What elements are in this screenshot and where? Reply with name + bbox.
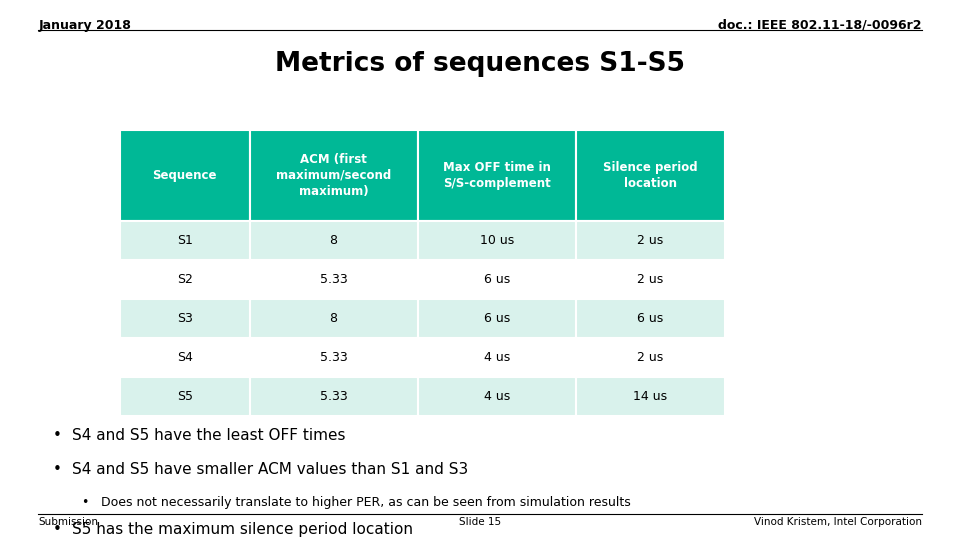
- Text: 2 us: 2 us: [637, 234, 663, 247]
- Text: S5 has the maximum silence period location: S5 has the maximum silence period locati…: [72, 522, 413, 537]
- Text: •: •: [53, 522, 61, 537]
- Text: 5.33: 5.33: [320, 390, 348, 403]
- Text: 6 us: 6 us: [484, 273, 510, 286]
- Text: 6 us: 6 us: [637, 312, 663, 325]
- Text: 2 us: 2 us: [637, 351, 663, 364]
- Text: 8: 8: [329, 234, 338, 247]
- Text: 4 us: 4 us: [484, 351, 510, 364]
- Text: 8: 8: [329, 312, 338, 325]
- Text: Does not necessarily translate to higher PER, as can be seen from simulation res: Does not necessarily translate to higher…: [101, 496, 631, 509]
- Text: Vinod Kristem, Intel Corporation: Vinod Kristem, Intel Corporation: [754, 517, 922, 527]
- Text: Max OFF time in
S/S-complement: Max OFF time in S/S-complement: [443, 161, 551, 190]
- Text: ACM (first
maximum/second
maximum): ACM (first maximum/second maximum): [276, 153, 392, 198]
- Text: Submission: Submission: [38, 517, 99, 527]
- Text: January 2018: January 2018: [38, 19, 132, 32]
- Text: Slide 15: Slide 15: [459, 517, 501, 527]
- Text: S5: S5: [177, 390, 193, 403]
- Text: 10 us: 10 us: [480, 234, 514, 247]
- Text: 14 us: 14 us: [634, 390, 667, 403]
- Text: S3: S3: [177, 312, 193, 325]
- Text: S1: S1: [177, 234, 193, 247]
- Text: •: •: [82, 496, 89, 509]
- Text: •: •: [53, 462, 61, 477]
- Text: 5.33: 5.33: [320, 273, 348, 286]
- Text: 4 us: 4 us: [484, 390, 510, 403]
- Text: 6 us: 6 us: [484, 312, 510, 325]
- Text: Sequence: Sequence: [153, 169, 217, 182]
- Text: Silence period
location: Silence period location: [603, 161, 698, 190]
- Text: •: •: [53, 428, 61, 443]
- Text: S4: S4: [177, 351, 193, 364]
- Text: 2 us: 2 us: [637, 273, 663, 286]
- Text: S2: S2: [177, 273, 193, 286]
- Text: Metrics of sequences S1-S5: Metrics of sequences S1-S5: [275, 51, 685, 77]
- Text: 5.33: 5.33: [320, 351, 348, 364]
- Text: S4 and S5 have the least OFF times: S4 and S5 have the least OFF times: [72, 428, 346, 443]
- Text: S4 and S5 have smaller ACM values than S1 and S3: S4 and S5 have smaller ACM values than S…: [72, 462, 468, 477]
- Text: doc.: IEEE 802.11-18/-0096r2: doc.: IEEE 802.11-18/-0096r2: [718, 19, 922, 32]
